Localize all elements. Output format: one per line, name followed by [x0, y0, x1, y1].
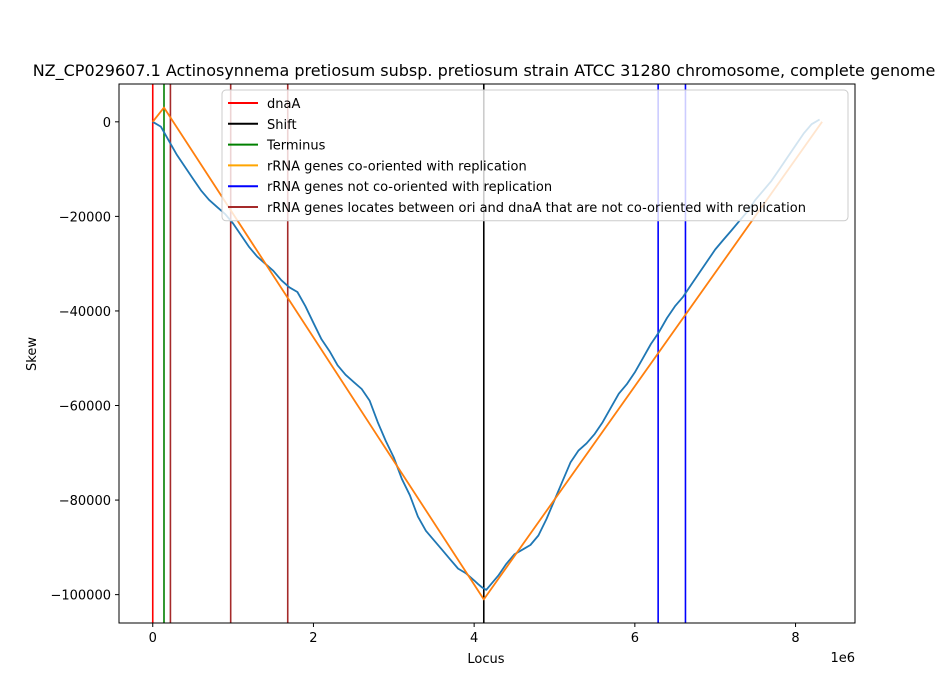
series-line-1 — [152, 118, 821, 591]
x-tick-label: 0 — [149, 631, 157, 646]
chart-title: NZ_CP029607.1 Actinosynnema pretiosum su… — [33, 61, 936, 81]
y-axis-label: Skew — [25, 337, 40, 371]
legend-label: Shift — [267, 118, 297, 133]
x-tick-label: 8 — [791, 631, 799, 646]
legend-label: rRNA genes co-oriented with replication — [267, 159, 527, 174]
y-tick-label: −60000 — [59, 400, 111, 415]
y-tick-label: −40000 — [59, 305, 111, 320]
legend-frame — [221, 89, 849, 222]
legend-label: dnaA — [267, 97, 300, 112]
x-tick-label: 2 — [309, 631, 317, 646]
legend: dnaA Shift Terminus rRNA genes co-oriented … — [221, 89, 849, 222]
y-tick-label: −80000 — [59, 494, 111, 509]
legend-label: rRNA genes locates between ori and dnaA … — [267, 201, 806, 216]
y-tick-label: 0 — [103, 116, 111, 131]
x-tick-label: 6 — [631, 631, 639, 646]
legend-label: Terminus — [266, 139, 326, 154]
plot-frame — [118, 83, 856, 624]
x-tick-label: 4 — [470, 631, 478, 646]
y-tick-label: −20000 — [59, 210, 111, 225]
legend-label: rRNA genes not co-oriented with replicat… — [267, 180, 552, 195]
y-tick-label: −100000 — [50, 589, 111, 604]
axes: 0 2 4 6 8 0 −20000 −40000 −60000 −80000 −100000 — [50, 83, 856, 646]
series-line-2 — [151, 106, 823, 601]
x-axis-label: Locus — [467, 652, 504, 667]
x-axis-offset-label: 1e6 — [830, 651, 855, 666]
